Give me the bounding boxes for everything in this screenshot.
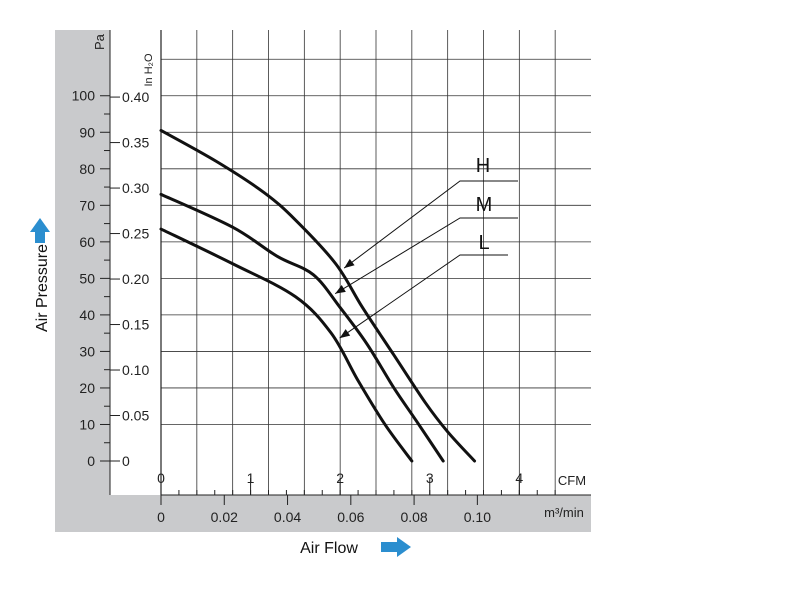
- y-tick-label-primary: 80: [79, 161, 95, 177]
- series-label-m: M: [476, 194, 493, 216]
- y-tick-label-primary: 30: [79, 343, 95, 359]
- series-curve-l: [159, 227, 414, 463]
- y-axis-title: Air Pressure: [34, 244, 51, 332]
- x-tick-label-primary: 3: [426, 470, 434, 486]
- y-tick-label-primary: 60: [79, 234, 95, 250]
- y-tick-label-primary: 70: [79, 197, 95, 213]
- y-tick-label-secondary: 0.10: [122, 362, 149, 378]
- secondary-y-strip: [110, 30, 161, 495]
- y-tick-label-primary: 10: [79, 416, 95, 432]
- axes: [100, 30, 591, 505]
- arrow-right-icon: [381, 537, 411, 557]
- x-tick-label-secondary: 0.06: [337, 509, 364, 525]
- label-leader-m: [334, 217, 518, 295]
- y-tick-label-secondary: 0.15: [122, 317, 149, 333]
- label-leader-l: [339, 254, 508, 339]
- series-curves: [159, 128, 477, 463]
- axis-panel: [55, 30, 591, 532]
- y-tick-label-secondary: 0: [122, 453, 130, 469]
- x-tick-label-secondary: 0.08: [400, 509, 427, 525]
- grid-lines: [161, 30, 591, 495]
- x-axis-title: Air Flow: [300, 540, 358, 557]
- label-arrowhead-m: [335, 285, 346, 294]
- y-tick-label-secondary: 0.30: [122, 180, 149, 196]
- y-tick-label-primary: 100: [72, 88, 96, 104]
- y-unit-secondary: In H₂O: [143, 53, 155, 86]
- x-tick-label-primary: 4: [515, 470, 523, 486]
- y-tick-label-secondary: 0.20: [122, 271, 149, 287]
- series-label-h: H: [476, 155, 490, 177]
- tick-labels: 010203040506070809010000.050.100.150.200…: [72, 88, 524, 525]
- y-tick-label-primary: 40: [79, 307, 95, 323]
- y-tick-label-primary: 20: [79, 380, 95, 396]
- y-tick-label-primary: 90: [79, 124, 95, 140]
- x-tick-label-primary: 0: [157, 470, 165, 486]
- label-arrowhead-h: [344, 258, 355, 269]
- y-tick-label-secondary: 0.35: [122, 135, 149, 151]
- x-tick-label-primary: 2: [336, 470, 344, 486]
- y-tick-label-primary: 0: [87, 453, 95, 469]
- arrow-up-icon: [30, 218, 50, 243]
- x-tick-label-secondary: 0: [157, 509, 165, 525]
- label-leader-h: [343, 180, 518, 269]
- x-unit-primary: CFM: [558, 473, 586, 488]
- x-tick-label-secondary: 0.10: [464, 509, 491, 525]
- x-unit-secondary: m³/min: [544, 505, 584, 520]
- x-tick-label-primary: 1: [247, 470, 255, 486]
- y-tick-label-secondary: 0.05: [122, 408, 149, 424]
- y-tick-label-primary: 50: [79, 270, 95, 286]
- y-tick-label-secondary: 0.25: [122, 226, 149, 242]
- y-unit-primary: Pa: [92, 33, 107, 50]
- y-tick-label-secondary: 0.40: [122, 89, 149, 105]
- series-labels: HML: [334, 155, 518, 339]
- series-label-l: L: [478, 232, 489, 254]
- series-curve-h: [159, 128, 477, 463]
- series-curve-m: [159, 192, 445, 463]
- label-arrowhead-l: [339, 329, 351, 339]
- x-tick-label-secondary: 0.02: [211, 509, 238, 525]
- x-tick-label-secondary: 0.04: [274, 509, 301, 525]
